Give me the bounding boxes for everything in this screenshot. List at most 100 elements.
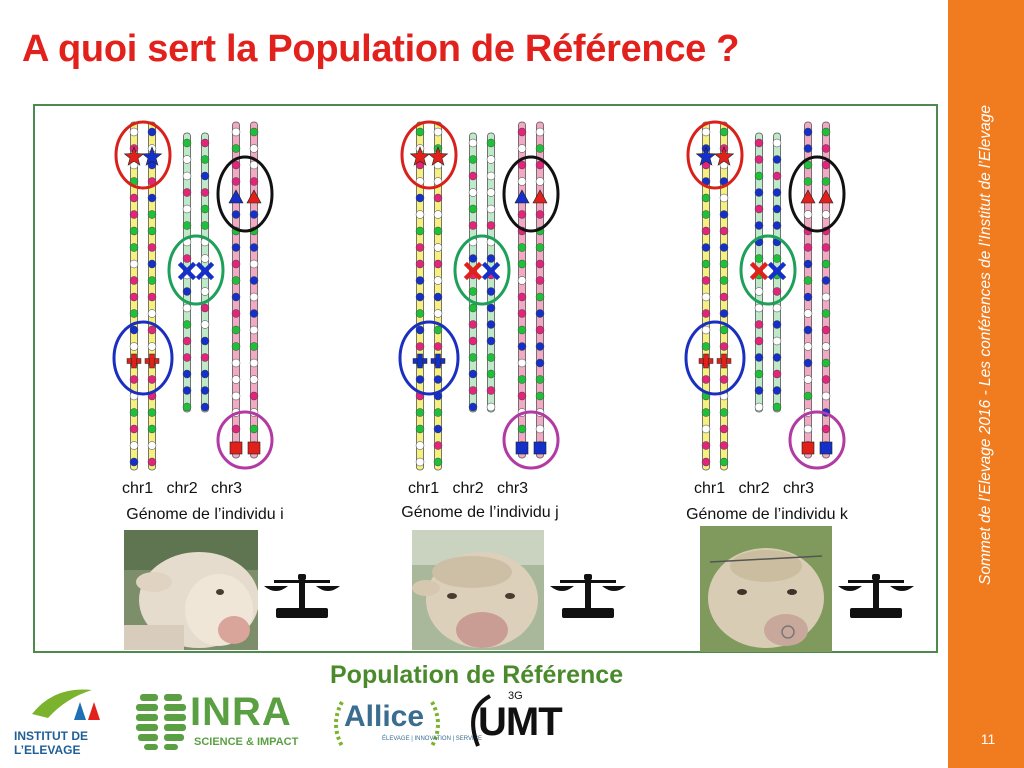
snp-dot (231, 375, 241, 384)
snp-dot (535, 375, 545, 384)
snp-dot (468, 353, 478, 362)
blue-circle-highlight (684, 320, 746, 396)
snp-dot (821, 342, 831, 351)
snp-dot (803, 375, 813, 384)
inra-emblem-icon (136, 694, 186, 750)
snp-dot (772, 353, 782, 362)
snp-dot (231, 210, 241, 219)
snp-dot (517, 342, 527, 351)
snp-dot (249, 177, 259, 186)
snp-dot (701, 457, 711, 467)
snp-dot (701, 309, 711, 318)
snp-dot (803, 424, 813, 434)
snp-dot (772, 254, 782, 263)
snp-dot (535, 259, 545, 269)
snp-dot (433, 243, 443, 252)
black-circle-highlight (216, 155, 274, 233)
snp-dot (517, 276, 527, 285)
snp-dot (129, 441, 139, 450)
snp-dot (200, 171, 210, 181)
snp-dot (803, 127, 813, 137)
snp-dot (719, 259, 729, 269)
snp-dot (754, 386, 764, 395)
snp-dot (803, 210, 813, 219)
chr-labels-j: chr1 chr2 chr3 (408, 480, 528, 498)
snp-dot (415, 276, 425, 285)
snp-dot (803, 160, 813, 170)
snp-dot (486, 303, 496, 313)
snp-dot (517, 309, 527, 318)
snp-dot (249, 210, 259, 219)
conference-caption: Sommet de l’Elevage 2016 - Les conférenc… (977, 105, 994, 585)
snp-dot (200, 138, 210, 148)
snp-dot (182, 138, 192, 148)
snp-dot (415, 210, 425, 219)
snp-dot (517, 325, 527, 335)
snp-dot (803, 144, 813, 153)
snp-dot (147, 243, 157, 252)
snp-dot (754, 221, 764, 230)
snp-dot (517, 391, 527, 401)
snp-dot (754, 155, 764, 164)
snp-dot (803, 259, 813, 269)
snp-dot (231, 276, 241, 285)
chr-labels-k: chr1 chr2 chr3 (694, 480, 814, 498)
snp-dot (719, 226, 729, 236)
snp-dot (719, 424, 729, 434)
snp-dot (701, 243, 711, 252)
snp-dot (147, 127, 157, 137)
snp-dot (701, 408, 711, 417)
snp-dot (182, 204, 192, 214)
snp-dot (517, 259, 527, 269)
allice-logo: Allice ÉLEVAGE | INNOVATION | SERVICE (328, 696, 482, 752)
snp-dot (535, 177, 545, 186)
snp-dot (415, 342, 425, 351)
snp-dot (754, 138, 764, 148)
snp-dot (754, 287, 764, 296)
snp-dot (719, 325, 729, 335)
snp-dot (803, 325, 813, 335)
snp-dot (535, 391, 545, 401)
snp-dot (200, 221, 210, 230)
snp-dot (182, 303, 192, 313)
snp-dot (486, 320, 496, 329)
red-circle-highlight (686, 120, 744, 190)
snp-dot (719, 276, 729, 285)
triangle-marker (800, 189, 816, 204)
snp-dot (415, 259, 425, 269)
side-band (948, 0, 1024, 768)
snp-dot (468, 221, 478, 230)
snp-dot (821, 325, 831, 335)
reference-population-frame (33, 104, 938, 653)
snp-dot (701, 375, 711, 384)
chromosome-3-strand (518, 121, 526, 459)
snp-dot (701, 193, 711, 203)
x-marker (195, 261, 215, 281)
chromosome-3-strand (536, 121, 544, 459)
snp-dot (147, 226, 157, 236)
magenta-circle-highlight (788, 410, 846, 470)
genome-label-i: Génome de l’individu i (126, 506, 284, 523)
snp-dot (182, 353, 192, 362)
snp-dot (231, 292, 241, 302)
snp-dot (129, 210, 139, 219)
cross-marker (435, 353, 441, 369)
snp-dot (772, 204, 782, 214)
slide-title: A quoi sert la Population de Référence ? (22, 28, 740, 70)
snp-dot (129, 424, 139, 434)
snp-dot (200, 303, 210, 313)
square-marker (247, 441, 261, 455)
snp-dot (468, 138, 478, 148)
genome-label-k: Génome de l’individu k (686, 506, 848, 523)
snp-dot (147, 259, 157, 269)
star-marker (695, 146, 717, 166)
snp-dot (182, 171, 192, 181)
snp-dot (517, 358, 527, 368)
snp-dot (147, 309, 157, 318)
snp-dot (535, 160, 545, 170)
snp-dot (772, 188, 782, 197)
snp-dot (821, 292, 831, 302)
snp-dot (129, 457, 139, 467)
snp-dot (719, 210, 729, 219)
snp-dot (517, 292, 527, 302)
